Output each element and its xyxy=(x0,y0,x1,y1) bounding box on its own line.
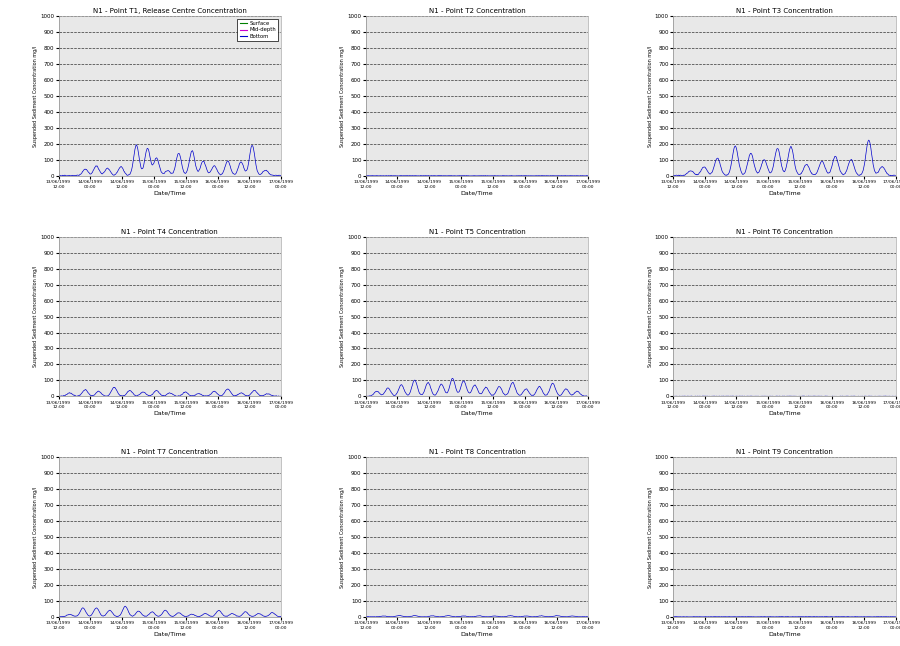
Title: N1 - Point T1, Release Centre Concentration: N1 - Point T1, Release Centre Concentrat… xyxy=(93,8,247,14)
X-axis label: Date/Time: Date/Time xyxy=(154,631,186,636)
Title: N1 - Point T4 Concentration: N1 - Point T4 Concentration xyxy=(122,229,218,235)
Title: N1 - Point T2 Concentration: N1 - Point T2 Concentration xyxy=(428,8,526,14)
Y-axis label: Suspended Sediment Concentration mg/l: Suspended Sediment Concentration mg/l xyxy=(648,45,652,147)
Y-axis label: Suspended Sediment Concentration mg/l: Suspended Sediment Concentration mg/l xyxy=(648,266,652,367)
X-axis label: Date/Time: Date/Time xyxy=(768,190,800,195)
Y-axis label: Suspended Sediment Concentration mg/l: Suspended Sediment Concentration mg/l xyxy=(33,45,38,147)
Title: N1 - Point T9 Concentration: N1 - Point T9 Concentration xyxy=(736,450,832,455)
Y-axis label: Suspended Sediment Concentration mg/l: Suspended Sediment Concentration mg/l xyxy=(340,266,346,367)
Y-axis label: Suspended Sediment Concentration mg/l: Suspended Sediment Concentration mg/l xyxy=(33,486,38,588)
X-axis label: Date/Time: Date/Time xyxy=(154,190,186,195)
Title: N1 - Point T6 Concentration: N1 - Point T6 Concentration xyxy=(736,229,832,235)
X-axis label: Date/Time: Date/Time xyxy=(154,411,186,415)
X-axis label: Date/Time: Date/Time xyxy=(461,190,493,195)
Y-axis label: Suspended Sediment Concentration mg/l: Suspended Sediment Concentration mg/l xyxy=(648,486,652,588)
X-axis label: Date/Time: Date/Time xyxy=(768,411,800,415)
Y-axis label: Suspended Sediment Concentration mg/l: Suspended Sediment Concentration mg/l xyxy=(340,486,346,588)
Legend: Surface, Mid-depth, Bottom: Surface, Mid-depth, Bottom xyxy=(238,19,278,41)
Title: N1 - Point T8 Concentration: N1 - Point T8 Concentration xyxy=(428,450,526,455)
Title: N1 - Point T7 Concentration: N1 - Point T7 Concentration xyxy=(122,450,218,455)
X-axis label: Date/Time: Date/Time xyxy=(461,411,493,415)
X-axis label: Date/Time: Date/Time xyxy=(461,631,493,636)
Title: N1 - Point T5 Concentration: N1 - Point T5 Concentration xyxy=(428,229,526,235)
Y-axis label: Suspended Sediment Concentration mg/l: Suspended Sediment Concentration mg/l xyxy=(33,266,38,367)
Y-axis label: Suspended Sediment Concentration mg/l: Suspended Sediment Concentration mg/l xyxy=(340,45,346,147)
X-axis label: Date/Time: Date/Time xyxy=(768,631,800,636)
Title: N1 - Point T3 Concentration: N1 - Point T3 Concentration xyxy=(736,8,832,14)
